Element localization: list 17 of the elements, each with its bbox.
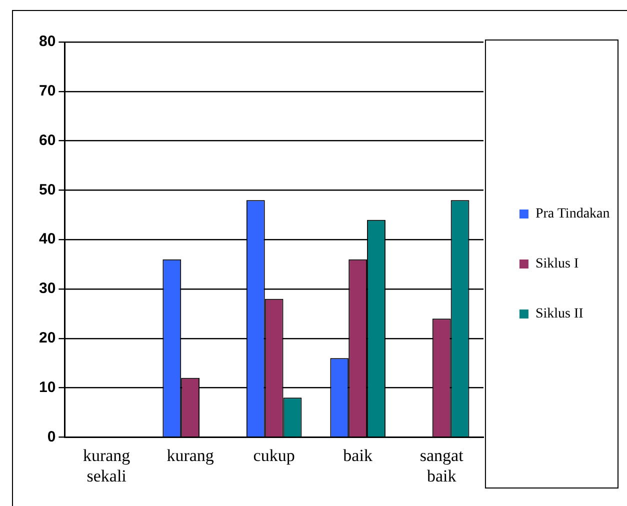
y-tick-label: 80 [38, 33, 56, 50]
x-tick-label: kurang [166, 446, 214, 465]
y-tick-label: 50 [38, 181, 56, 198]
legend-label: Pra Tindakan [535, 206, 610, 222]
y-tick-label: 30 [38, 280, 56, 298]
legend-label: Siklus I [535, 256, 579, 272]
y-tick-label: 10 [38, 378, 56, 396]
y-tick-label: 70 [38, 82, 56, 100]
y-tick-label: 60 [38, 132, 56, 149]
legend-label: Siklus II [535, 306, 584, 322]
x-tick-label: cukup [253, 446, 295, 465]
y-tick-label: 20 [38, 330, 56, 347]
y-tick-label: 0 [47, 428, 56, 446]
x-tick-label: sangat baik [420, 446, 464, 486]
y-tick-label: 40 [38, 230, 56, 248]
x-tick-label: kurang sekali [82, 446, 131, 486]
x-tick-label: baik [343, 446, 373, 465]
